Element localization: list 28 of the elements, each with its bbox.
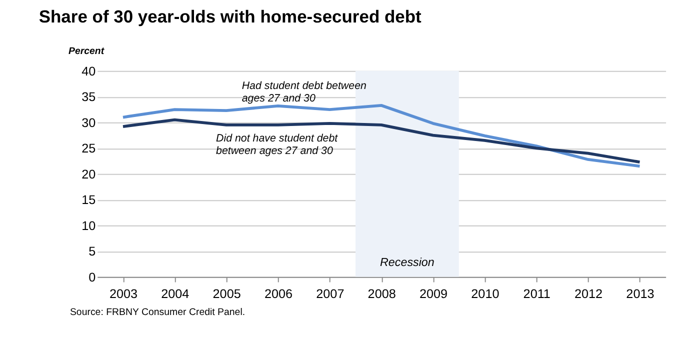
x-tick-label: 2008: [368, 286, 396, 301]
x-tick-label: 2007: [316, 286, 344, 301]
y-tick-label: 10: [82, 218, 96, 233]
series-label: Had student debt between ages 27 and 30: [242, 80, 367, 105]
y-tick-label: 35: [82, 90, 96, 104]
x-tick-label: 2004: [161, 286, 190, 301]
line-series: [122, 118, 642, 164]
series-label: Did not have student debt between ages 27 and 30: [216, 132, 339, 158]
y-tick-label: 40: [82, 64, 96, 78]
x-tick-label: 2006: [264, 286, 293, 301]
line-series: [122, 104, 642, 168]
x-tick-label: 2012: [574, 286, 603, 301]
y-tick-label: 0: [88, 270, 96, 284]
x-tick-label: 2013: [626, 286, 654, 301]
chart-title: Share of 30 year-olds with home-secured debt: [38, 6, 422, 26]
y-axis-title: Percent: [68, 46, 105, 57]
x-tick-label: 2005: [212, 286, 241, 301]
y-tick-label: 30: [82, 116, 96, 130]
y-tick-label: 20: [82, 167, 96, 182]
band-label: Recession: [380, 256, 434, 270]
x-tick-label: 2010: [471, 286, 500, 301]
y-tick-label: 5: [88, 244, 96, 259]
y-tick-label: 15: [82, 193, 96, 208]
source-note: Source: FRBNY Consumer Credit Panel.: [70, 306, 246, 318]
x-tick-label: 2003: [109, 286, 138, 301]
x-tick-label: 2011: [523, 286, 550, 301]
y-tick-label: 25: [82, 142, 96, 156]
x-tick-label: 2009: [419, 286, 448, 301]
